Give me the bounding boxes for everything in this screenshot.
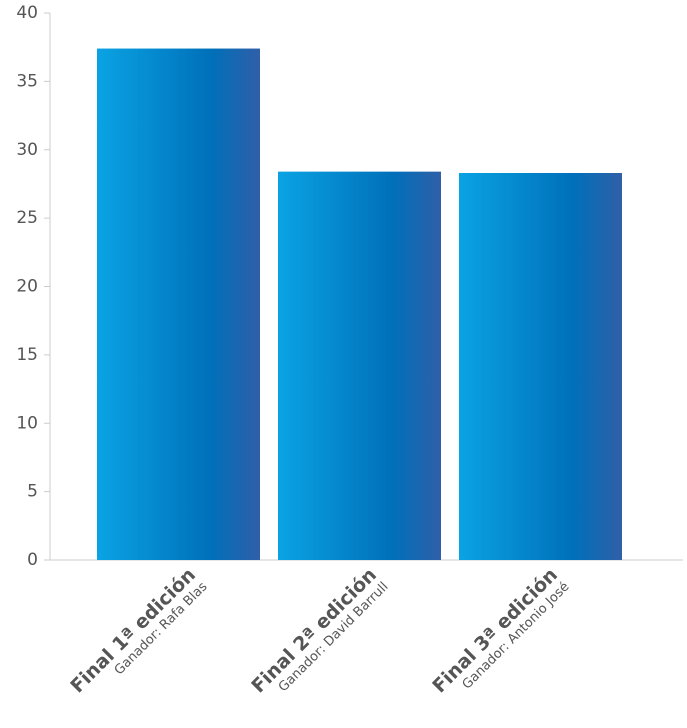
bar — [459, 172, 622, 560]
y-tick-label: 35 — [16, 71, 38, 91]
bar — [278, 171, 441, 560]
y-tick-label: 30 — [16, 140, 38, 160]
y-tick-label: 40 — [16, 3, 38, 23]
y-tick-label: 5 — [27, 482, 38, 502]
y-tick-label: 20 — [16, 277, 38, 297]
x-tick-label: Final 3ª edición — [428, 564, 562, 698]
x-tick-label: Final 1ª edición — [66, 564, 200, 698]
x-tick-label: Final 2ª edición — [247, 564, 381, 698]
y-tick-label: 0 — [27, 550, 38, 570]
y-tick-label: 15 — [16, 345, 38, 365]
bar — [97, 48, 260, 561]
y-tick-label: 10 — [16, 413, 38, 433]
y-tick-label: 25 — [16, 208, 38, 228]
